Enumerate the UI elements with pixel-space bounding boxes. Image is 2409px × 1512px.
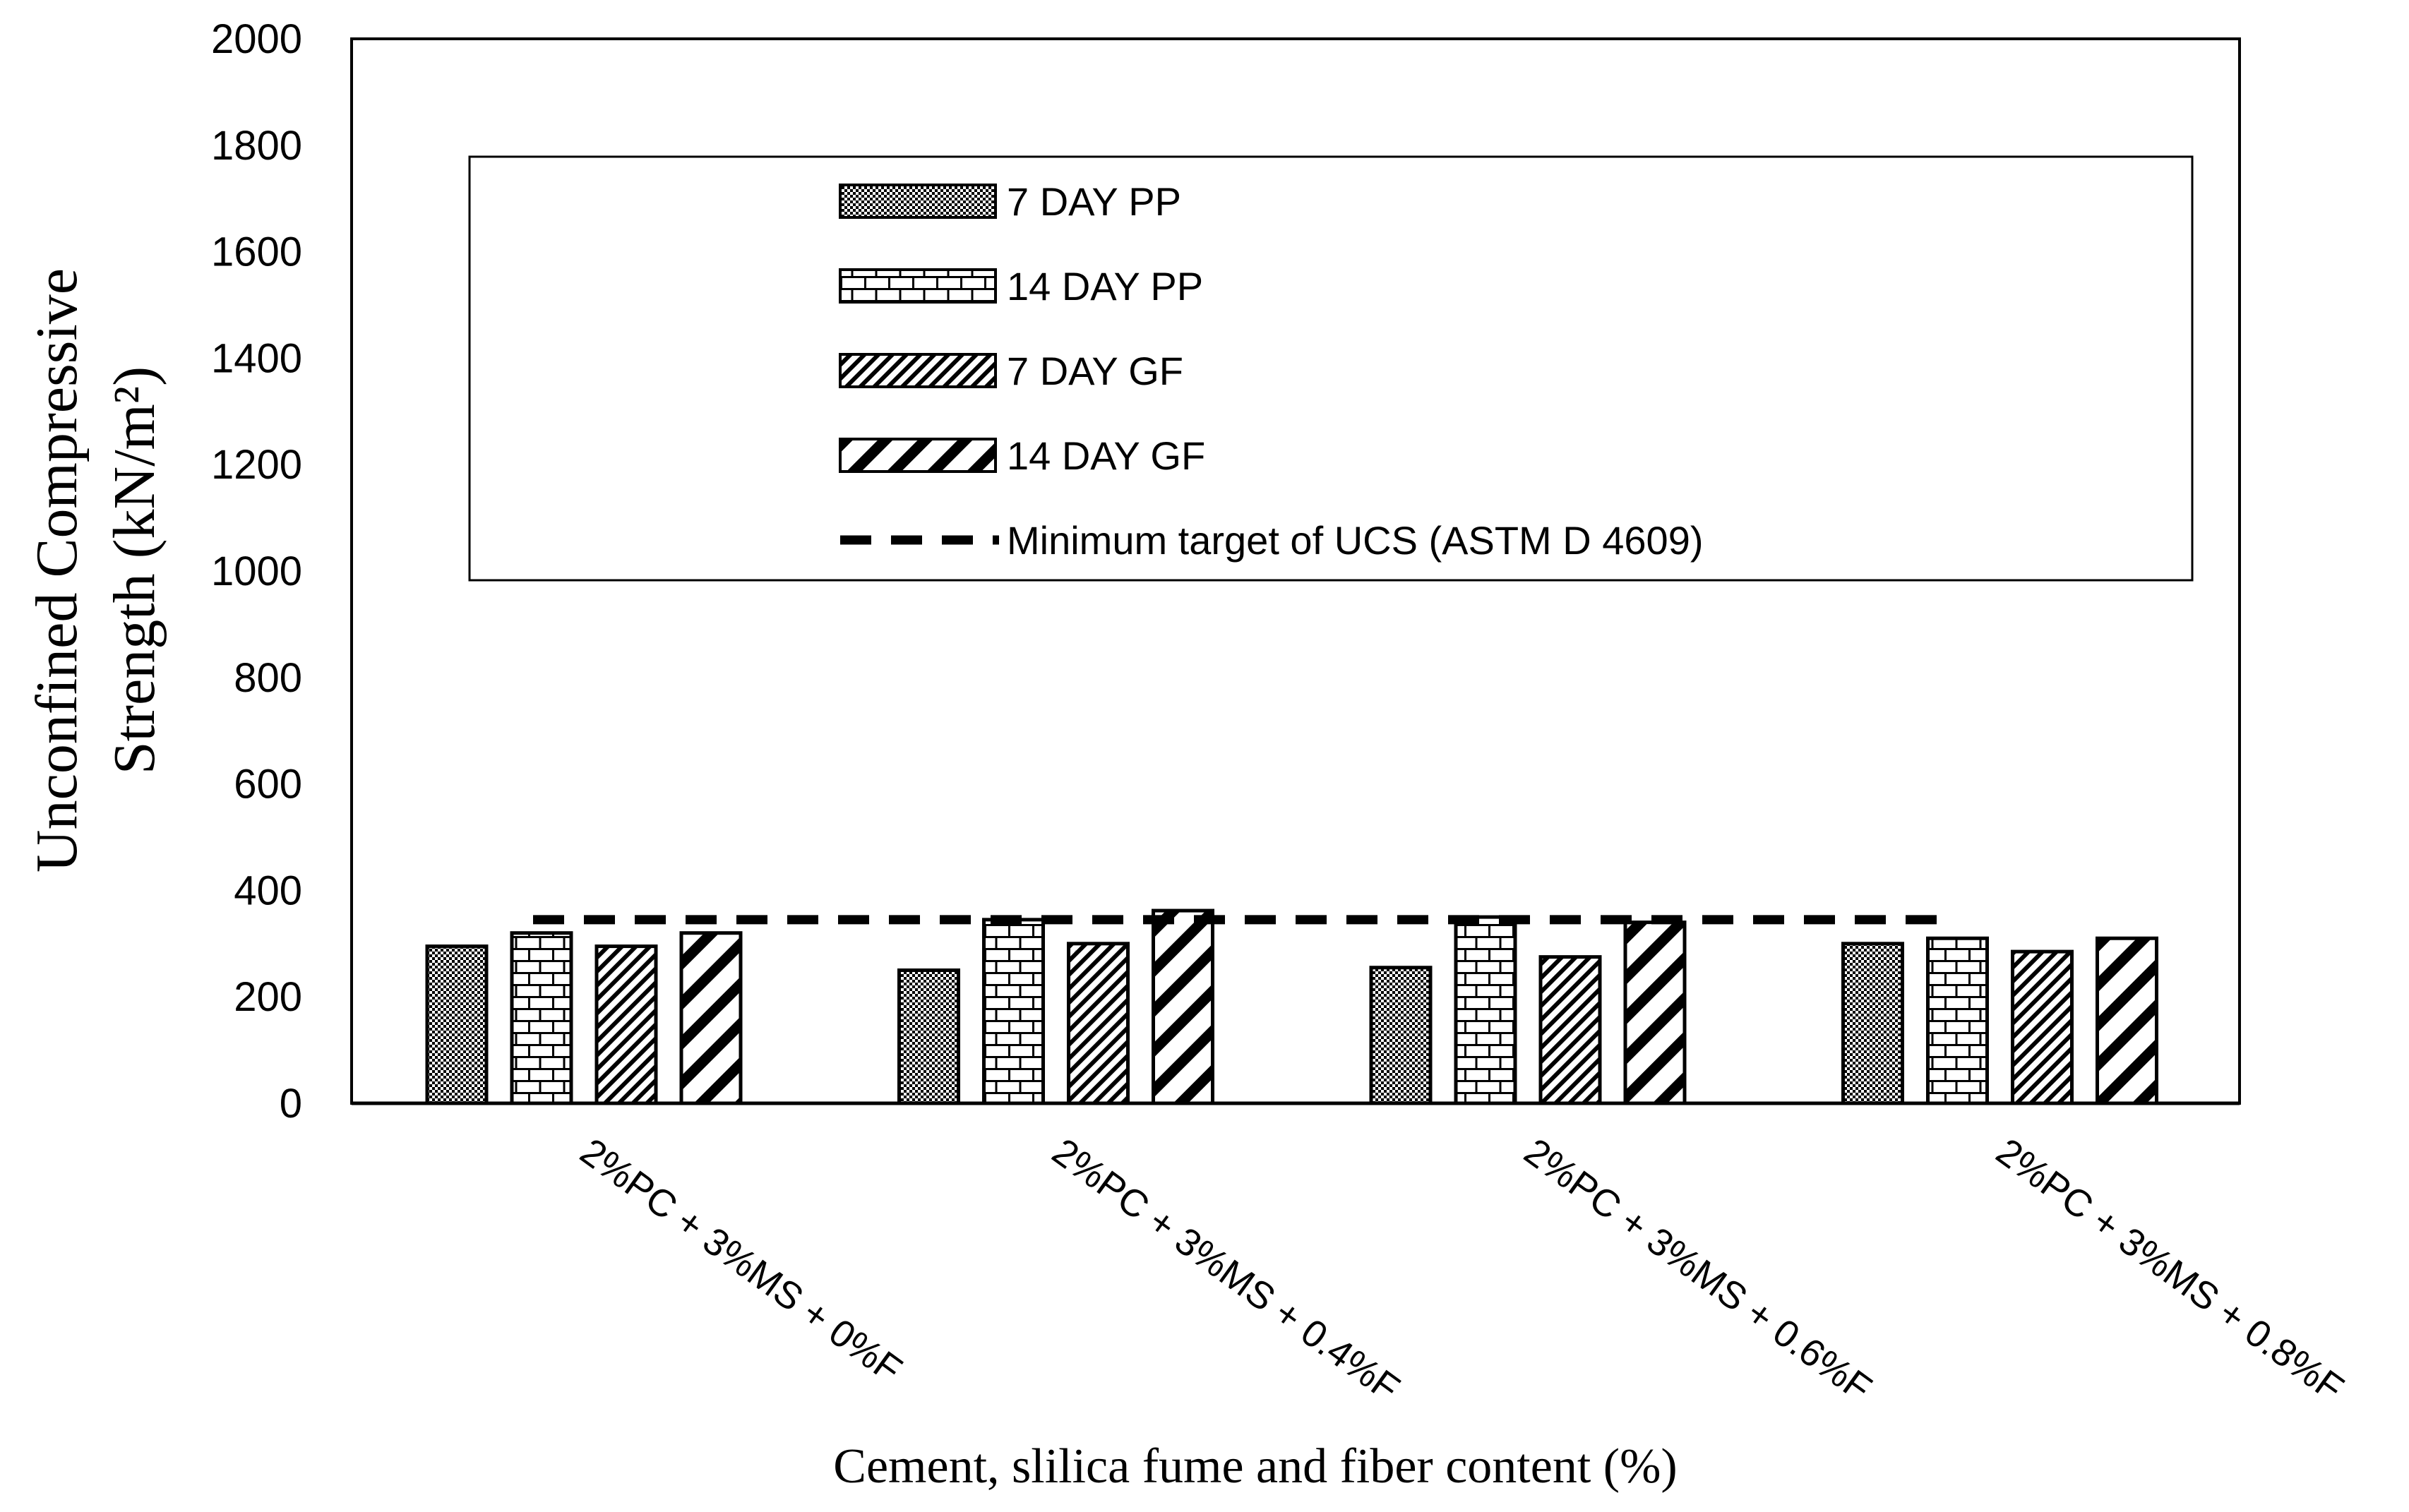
bar-14-day-gf-1 bbox=[679, 931, 743, 1105]
legend-label: 7 DAY GF bbox=[1007, 349, 1183, 393]
legend-swatch-7-day-gf bbox=[839, 353, 997, 388]
y-tick-label: 400 bbox=[234, 868, 302, 913]
x-category-label: 2%PC + 3%MS + 0%F bbox=[573, 1130, 909, 1391]
bar-7-day-gf-4 bbox=[2011, 949, 2074, 1105]
y-tick-label: 1800 bbox=[211, 123, 302, 169]
legend-box bbox=[468, 155, 2194, 582]
x-category-label: 2%PC + 3%MS + 0.4%F bbox=[1044, 1130, 1407, 1410]
y-tick-label: 1200 bbox=[211, 442, 302, 488]
bar-14-day-gf-4 bbox=[2096, 936, 2158, 1105]
legend-swatch-14-day-gf bbox=[839, 438, 997, 473]
bars bbox=[425, 908, 2158, 1105]
x-category-label: 2%PC + 3%MS + 0.8%F bbox=[1988, 1130, 2351, 1410]
bar-7-day-pp-2 bbox=[897, 968, 960, 1105]
bar-7-day-gf-2 bbox=[1067, 942, 1130, 1105]
bar-14-day-pp-3 bbox=[1454, 915, 1517, 1105]
y-tick-label: 800 bbox=[234, 655, 302, 701]
legend-swatch-7-day-pp bbox=[839, 184, 997, 219]
bar-14-day-gf-2 bbox=[1152, 908, 1214, 1105]
bar-7-day-pp-3 bbox=[1369, 966, 1433, 1105]
y-axis-title: Unconfined Compressive bbox=[24, 268, 90, 872]
legend-label: 7 DAY PP bbox=[1007, 179, 1181, 224]
bar-7-day-gf-3 bbox=[1538, 955, 1602, 1105]
bar-14-day-gf-3 bbox=[1623, 920, 1687, 1105]
legend: 7 DAY PP 14 DAY PP 7 DAY GF 14 DAY GF Minimu… bbox=[468, 155, 2194, 582]
y-tick-label: 600 bbox=[234, 762, 302, 808]
y-axis-tick-labels: 0 200 400 600 800 1000 1200 1400 1600 1800 2000 bbox=[211, 16, 302, 1127]
y-tick-label: 2000 bbox=[211, 16, 302, 62]
y-tick-label: 1600 bbox=[211, 229, 302, 275]
x-category-label: 2%PC + 3%MS + 0.6%F bbox=[1517, 1130, 1879, 1410]
y-tick-label: 200 bbox=[234, 974, 302, 1020]
x-axis-category-labels: 2%PC + 3%MS + 0%F 2%PC + 3%MS + 0.4%F 2%PC… bbox=[573, 1130, 2351, 1410]
legend-label: 14 DAY GF bbox=[1007, 433, 1205, 478]
x-axis-title: Cement, slilica fume and fiber content (… bbox=[833, 1439, 1677, 1494]
legend-label: 14 DAY PP bbox=[1007, 264, 1203, 308]
bar-14-day-pp-2 bbox=[982, 918, 1045, 1105]
y-tick-label: 1000 bbox=[211, 548, 302, 594]
legend-label: Minimum target of UCS (ASTM D 4609) bbox=[1007, 518, 1703, 563]
y-axis-title-line2: Strength (kN/m²) bbox=[102, 366, 167, 774]
y-tick-label: 1400 bbox=[211, 335, 302, 381]
bar-7-day-pp-1 bbox=[425, 944, 489, 1105]
bar-14-day-pp-1 bbox=[510, 931, 573, 1105]
bar-7-day-gf-1 bbox=[594, 944, 658, 1105]
bar-14-day-pp-4 bbox=[1926, 936, 1989, 1105]
y-tick-label: 0 bbox=[280, 1081, 302, 1127]
legend-swatch-14-day-pp bbox=[839, 268, 997, 304]
bar-7-day-pp-4 bbox=[1841, 942, 1904, 1105]
